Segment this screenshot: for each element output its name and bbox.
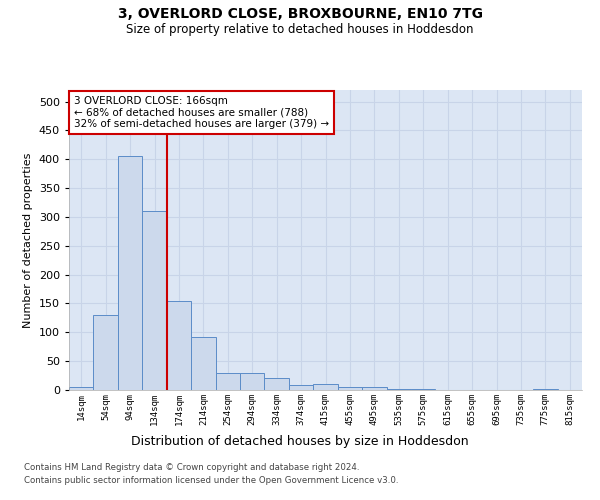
Bar: [167, 300, 191, 390]
Text: Size of property relative to detached houses in Hoddesdon: Size of property relative to detached ho…: [126, 22, 474, 36]
Bar: [289, 386, 313, 390]
Text: Contains public sector information licensed under the Open Government Licence v3: Contains public sector information licen…: [24, 476, 398, 485]
Bar: [69, 387, 94, 390]
Bar: [386, 389, 411, 390]
Text: Contains HM Land Registry data © Crown copyright and database right 2024.: Contains HM Land Registry data © Crown c…: [24, 462, 359, 471]
Bar: [191, 337, 215, 390]
Bar: [94, 315, 118, 390]
Bar: [142, 211, 167, 390]
Bar: [215, 372, 240, 390]
Bar: [265, 378, 289, 390]
Bar: [362, 386, 386, 390]
Text: 3 OVERLORD CLOSE: 166sqm
← 68% of detached houses are smaller (788)
32% of semi-: 3 OVERLORD CLOSE: 166sqm ← 68% of detach…: [74, 96, 329, 129]
Text: Distribution of detached houses by size in Hoddesdon: Distribution of detached houses by size …: [131, 435, 469, 448]
Bar: [118, 156, 142, 390]
Bar: [533, 389, 557, 390]
Bar: [338, 387, 362, 390]
Bar: [313, 384, 338, 390]
Text: 3, OVERLORD CLOSE, BROXBOURNE, EN10 7TG: 3, OVERLORD CLOSE, BROXBOURNE, EN10 7TG: [118, 8, 482, 22]
Y-axis label: Number of detached properties: Number of detached properties: [23, 152, 33, 328]
Bar: [240, 372, 265, 390]
